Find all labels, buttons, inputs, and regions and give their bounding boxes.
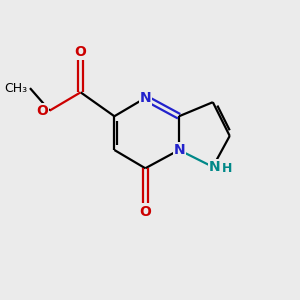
Text: CH₃: CH₃: [4, 82, 27, 94]
Text: N: N: [173, 143, 185, 157]
Text: N: N: [140, 91, 151, 105]
Text: O: O: [140, 205, 151, 219]
Text: H: H: [222, 162, 233, 175]
Text: O: O: [75, 45, 87, 58]
Text: O: O: [36, 103, 48, 118]
Text: N: N: [208, 160, 220, 174]
